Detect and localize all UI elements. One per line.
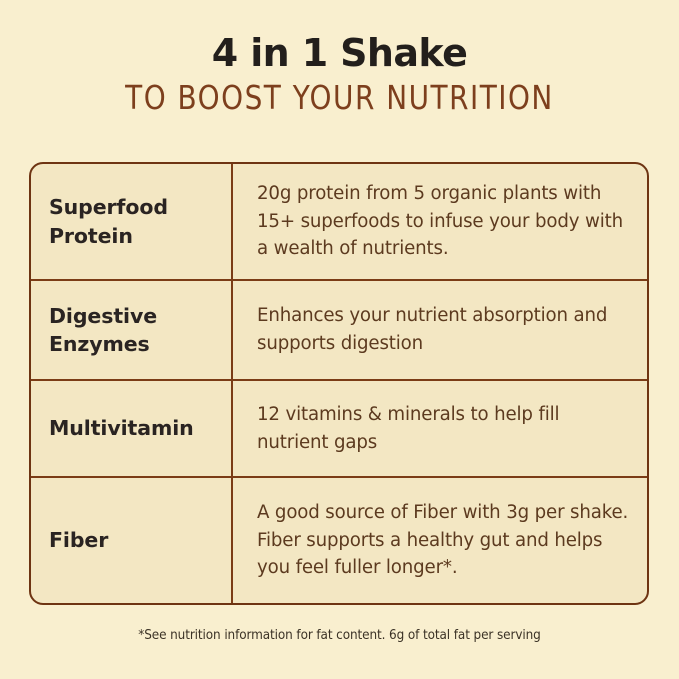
table-row: Superfood Protein 20g protein from 5 org…: [31, 164, 647, 281]
benefits-table-body: Superfood Protein 20g protein from 5 org…: [31, 164, 647, 603]
benefit-description: Enhances your nutrient absorption and su…: [257, 305, 608, 354]
table-cell-label: Digestive Enzymes: [31, 281, 233, 379]
table-cell-description: Enhances your nutrient absorption and su…: [233, 281, 647, 379]
table-cell-description: 20g protein from 5 organic plants with 1…: [233, 164, 647, 279]
benefit-name: Multivitamin: [49, 416, 194, 441]
table-cell-label: Multivitamin: [31, 381, 233, 476]
benefit-description: 12 vitamins & minerals to help fill nutr…: [257, 403, 560, 453]
table-cell-label: Fiber: [31, 478, 233, 603]
benefit-name: Digestive Enzymes: [49, 303, 158, 356]
page-title: 4 in 1 Shake: [211, 31, 468, 75]
table-cell-description: 12 vitamins & minerals to help fill nutr…: [233, 381, 647, 476]
table-row: Fiber A good source of Fiber with 3g per…: [31, 478, 647, 603]
header: 4 in 1 Shake TO BOOST YOUR NUTRITION: [0, 0, 679, 116]
benefits-table: Superfood Protein 20g protein from 5 org…: [29, 162, 649, 605]
table-cell-description: A good source of Fiber with 3g per shake…: [233, 478, 647, 603]
table-row: Digestive Enzymes Enhances your nutrient…: [31, 281, 647, 381]
benefit-name: Superfood Protein: [49, 195, 168, 248]
benefit-description: 20g protein from 5 organic plants with 1…: [257, 183, 624, 260]
page-subtitle: TO BOOST YOUR NUTRITION: [125, 78, 554, 118]
benefit-name: Fiber: [49, 528, 109, 553]
table-row: Multivitamin 12 vitamins & minerals to h…: [31, 381, 647, 478]
table-cell-label: Superfood Protein: [31, 164, 233, 279]
benefit-description: A good source of Fiber with 3g per shake…: [257, 502, 629, 579]
footnote: *See nutrition information for fat conte…: [138, 628, 541, 643]
